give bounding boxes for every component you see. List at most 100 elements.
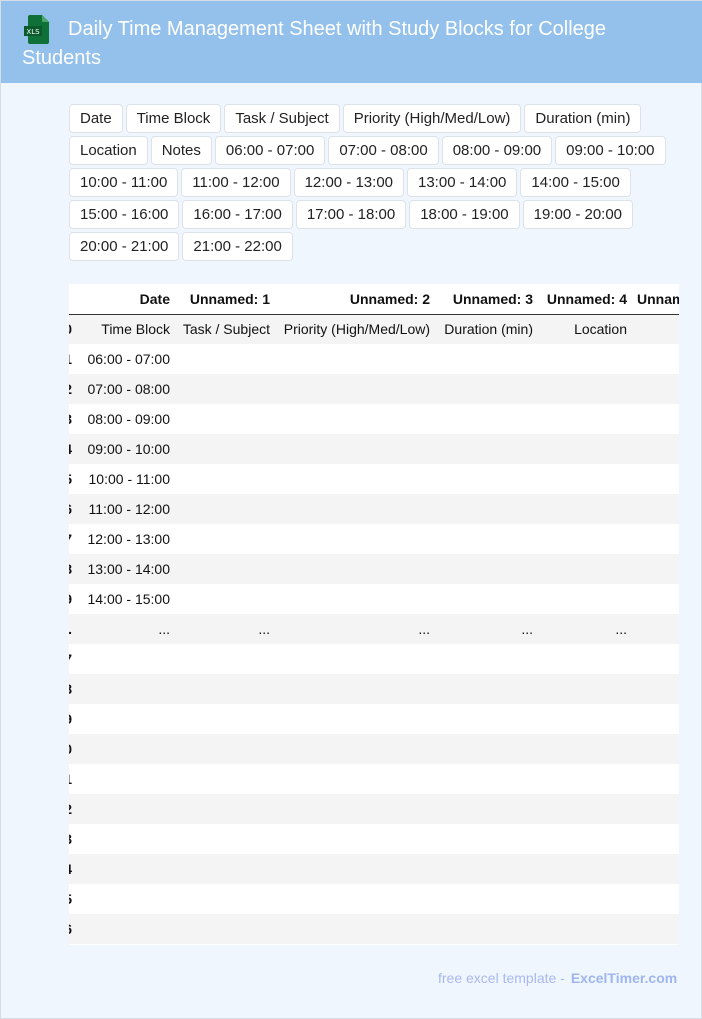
table-cell [435, 854, 538, 884]
table-cell [77, 734, 175, 764]
table-row: ..................... [69, 614, 679, 644]
row-index: 22 [69, 794, 77, 824]
table-row: 409:00 - 10:00 [69, 434, 679, 464]
table-cell [77, 854, 175, 884]
column-tag[interactable]: Task / Subject [224, 104, 340, 133]
table-cell: Notes [632, 314, 679, 344]
table-cell [175, 554, 275, 584]
column-tag[interactable]: 21:00 - 22:00 [182, 232, 293, 261]
table-row: 207:00 - 08:00 [69, 374, 679, 404]
table-cell [175, 734, 275, 764]
table-cell [435, 584, 538, 614]
table-header-row: Date Unnamed: 1 Unnamed: 2 Unnamed: 3 Unname… [69, 284, 679, 315]
table-row: 1 06:00 - 07:00 [69, 344, 679, 374]
table-cell [175, 674, 275, 704]
page-header: XLS Daily Time Management Sheet with Stu… [1, 1, 702, 83]
column-tag[interactable]: 17:00 - 18:00 [295, 200, 407, 229]
table-cell [77, 884, 175, 914]
table-cell [538, 704, 632, 734]
table-cell [435, 824, 538, 854]
column-tag[interactable]: Priority (High/Med/Low) [342, 104, 522, 133]
table-cell [435, 914, 538, 944]
table-cell [435, 554, 538, 584]
table-cell [632, 764, 679, 794]
column-tag[interactable]: 15:00 - 16:00 [69, 200, 180, 229]
column-tag[interactable]: 06:00 - 07:00 [214, 136, 326, 165]
table-cell [435, 464, 538, 494]
column-header: Unnamed: 1 [175, 284, 275, 315]
column-tag[interactable]: 08:00 - 09:00 [441, 136, 553, 165]
row-index: 9 [69, 584, 77, 614]
table-cell [175, 854, 275, 884]
column-tag[interactable]: 11:00 - 12:00 [181, 168, 291, 197]
table-cell [275, 584, 435, 614]
column-tag[interactable]: 18:00 - 19:00 [409, 200, 520, 229]
footer-brand-link[interactable]: ExcelTimer.com [570, 970, 678, 986]
column-tag[interactable]: 14:00 - 15:00 [520, 168, 631, 197]
table-cell [175, 914, 275, 944]
table-cell [175, 884, 275, 914]
table-cell [275, 374, 435, 404]
column-tag[interactable]: Time Block [125, 104, 222, 133]
table-cell [175, 374, 275, 404]
table-cell [77, 914, 175, 944]
table-cell [538, 854, 632, 884]
table-cell [175, 434, 275, 464]
table-cell: 09:00 - 10:00 [77, 434, 175, 464]
table-cell [275, 404, 435, 434]
table-row: 26 [69, 914, 679, 944]
table-cell [435, 374, 538, 404]
row-index: 3 [69, 404, 77, 434]
table-cell [538, 674, 632, 704]
column-tag[interactable]: 09:00 - 10:00 [555, 136, 666, 165]
table-cell [175, 644, 275, 674]
row-index: 20 [69, 734, 77, 764]
column-tag[interactable]: Date [69, 104, 123, 133]
data-table: Date Unnamed: 1 Unnamed: 2 Unnamed: 3 Unname… [69, 284, 679, 944]
page-title: Daily Time Management Sheet with Study B… [22, 18, 607, 69]
column-tag[interactable]: Notes [150, 136, 212, 165]
column-tag[interactable]: 12:00 - 13:00 [293, 168, 404, 197]
table-cell [538, 914, 632, 944]
table-cell [275, 554, 435, 584]
table-row: 9 14:00 - 15:00 [69, 584, 679, 614]
table-cell [632, 854, 679, 884]
table-row: 611:00 - 12:00 [69, 494, 679, 524]
table-cell [275, 854, 435, 884]
xls-file-icon: XLS [24, 15, 49, 44]
table-cell [275, 524, 435, 554]
column-tag[interactable]: 10:00 - 11:00 [69, 168, 179, 197]
row-index: 1 [69, 344, 77, 374]
table-cell [77, 824, 175, 854]
table-cell: 11:00 - 12:00 [77, 494, 175, 524]
table-cell: Task / Subject [175, 314, 275, 344]
table-cell [77, 674, 175, 704]
column-tag[interactable]: 16:00 - 17:00 [182, 200, 293, 229]
column-tag[interactable]: 13:00 - 14:00 [407, 168, 518, 197]
table-cell [435, 764, 538, 794]
table-row: 19 [69, 704, 679, 734]
column-tag[interactable]: Location [69, 136, 148, 165]
table-cell: 08:00 - 09:00 [87, 411, 170, 427]
column-tag[interactable]: 20:00 - 21:00 [69, 232, 180, 261]
row-index: 17 [69, 644, 77, 674]
table-cell [435, 674, 538, 704]
table-row: 23 [69, 824, 679, 854]
column-header: Unnamed: 2 [275, 284, 435, 315]
table-cell [175, 584, 275, 614]
table-cell [435, 734, 538, 764]
row-index: 23 [69, 824, 77, 854]
data-table-scroll[interactable]: Date Unnamed: 1 Unnamed: 2 Unnamed: 3 Unname… [69, 284, 679, 945]
column-tag[interactable]: Duration (min) [524, 104, 642, 133]
column-tag[interactable]: 07:00 - 08:00 [328, 136, 439, 165]
table-cell [435, 704, 538, 734]
table-cell [275, 794, 435, 824]
table-cell [275, 914, 435, 944]
table-cell: ... [632, 614, 679, 644]
table-cell [275, 734, 435, 764]
table-cell: Duration (min) [435, 314, 538, 344]
table-cell [175, 764, 275, 794]
table-cell: ... [435, 614, 538, 644]
column-tag[interactable]: 19:00 - 20:00 [522, 200, 634, 229]
column-header: Unnamed: 4 [538, 284, 632, 315]
